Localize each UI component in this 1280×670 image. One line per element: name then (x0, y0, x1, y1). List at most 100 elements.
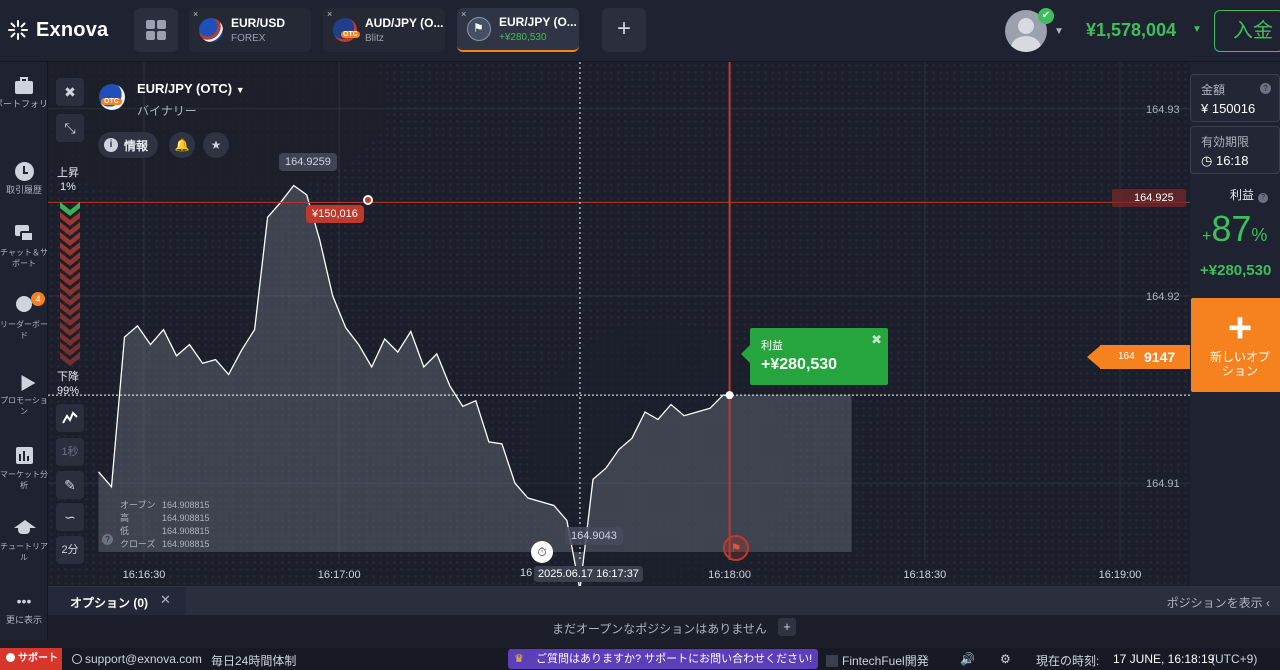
add-position-button[interactable]: + (778, 618, 796, 636)
chart-type-button[interactable] (56, 404, 84, 432)
expiry-field[interactable]: 有効期限 ◷ 16:18 (1190, 126, 1280, 174)
timezone: (UTC+9) (1211, 652, 1258, 666)
deposit-button[interactable]: 入金 (1214, 10, 1280, 52)
tab-options[interactable]: オプション (0) ✕ (48, 587, 186, 615)
trading-chart[interactable]: 164.93 164.92 164.91 16:16:30 16:17:00 16:18:… (48, 62, 1190, 586)
amount-value[interactable]: ¥ 150016 (1201, 101, 1256, 116)
timer-icon: ⏱ (531, 541, 553, 563)
promotion-icon (13, 370, 36, 392)
support-email[interactable]: support@exnova.com (72, 652, 202, 666)
sidebar-item-history[interactable]: 取引履歴 (0, 162, 48, 196)
sidebar-item-leaderboard[interactable]: 4 リーダーボード (0, 292, 48, 341)
sidebar-item-chat[interactable]: チャット＆サポート (0, 224, 48, 269)
tab-eur-usd[interactable]: × EUR/USD FOREX (189, 8, 311, 52)
period-button[interactable]: 2分 (56, 536, 84, 564)
bell-icon[interactable]: 🔔 (169, 132, 195, 158)
support-question-banner[interactable]: ♛ ご質問はありますか? サポートにお問い合わせください! (508, 649, 818, 669)
expiry-value[interactable]: ◷ 16:18 (1201, 153, 1249, 169)
sentiment-bar-chevron (60, 352, 80, 366)
question-circle-icon (72, 654, 82, 664)
tab-close-icon[interactable]: × (193, 9, 199, 19)
x-axis-cut-label: 16 (520, 567, 533, 579)
close-icon[interactable]: ✕ (160, 592, 171, 607)
sidebar-item-promotion[interactable]: プロモーション (0, 370, 48, 417)
sentiment-down: 下降 99% (57, 370, 79, 398)
ohlc-value: 164.908815 (162, 526, 210, 536)
tab-profit: +¥280,530 (499, 32, 547, 43)
empty-positions-text: まだオープンなポジションはありません (552, 622, 767, 636)
info-button[interactable]: i 情報 (98, 132, 159, 158)
collapse-icon[interactable]: ⤡ (56, 114, 84, 142)
chevron-down-icon[interactable]: ▼ (1054, 26, 1064, 37)
help-icon[interactable]: ? (102, 534, 113, 545)
sentiment-bar-chevron (60, 282, 80, 296)
investment-tag: ¥150,016 (306, 205, 364, 223)
show-positions-link[interactable]: ポジションを表示 ‹ (1167, 594, 1270, 611)
support-icon (6, 653, 15, 662)
sentiment-bar-chevron (60, 332, 80, 346)
new-option-button[interactable]: + 新しいオプション (1191, 298, 1280, 392)
line-chart-icon (62, 411, 78, 424)
aud-jpy-otc-flag-icon: OTC (333, 18, 360, 42)
sidebar-item-label: チュートリアル (0, 542, 48, 562)
chat-icon (13, 224, 35, 244)
entry-point-icon (363, 195, 373, 205)
low-price-tag: 164.9043 (565, 527, 623, 545)
asset-type: バイナリー (137, 104, 197, 118)
account-balance[interactable]: ¥1,578,004 (1086, 20, 1177, 40)
sidebar-item-more[interactable]: ••• 更に表示 (0, 592, 48, 626)
portfolio-icon (13, 76, 35, 96)
exnova-logo-icon (8, 20, 28, 40)
pencil-icon[interactable]: ✎ (56, 471, 84, 499)
sidebar-item-label: 更に表示 (5, 615, 42, 625)
sidebar-item-label: リーダーボード (0, 320, 48, 340)
options-tab-label: オプション (0) (70, 596, 149, 610)
tab-subtitle: Blitz (365, 33, 384, 44)
settings-gear-icon[interactable]: ⚙ (1000, 652, 1011, 666)
asset-selector[interactable]: EUR/JPY (OTC) ▼ (137, 81, 245, 96)
timeframe-button[interactable]: 1秒 (56, 438, 84, 466)
support-label: サポート (18, 653, 58, 664)
ohlc-label: クローズ (120, 539, 156, 549)
developer-credit-text: FintechFuel開発 (842, 654, 929, 668)
close-icon[interactable]: ✖ (871, 332, 882, 347)
strike-price: 164.925 (1134, 192, 1174, 204)
all-assets-button[interactable] (134, 8, 178, 52)
sentiment-bar-chevron (60, 262, 80, 276)
crown-icon: ♛ (514, 653, 524, 665)
tab-close-icon[interactable]: × (461, 9, 467, 19)
sentiment-bar-chevron (60, 322, 80, 336)
add-tab-button[interactable]: + (602, 8, 646, 52)
sidebar-item-market-analysis[interactable]: マーケット分析 (0, 446, 48, 491)
brand-logo[interactable]: Exnova (6, 18, 108, 42)
chevron-down-icon[interactable]: ▼ (1192, 24, 1202, 35)
sentiment-down-pct: 99% (57, 385, 80, 397)
sentiment-down-label: 下降 (57, 371, 80, 383)
tab-eur-jpy-otc[interactable]: × ⚑ EUR/JPY (O... +¥280,530 (457, 8, 579, 52)
star-icon[interactable]: ★ (203, 132, 229, 158)
tab-aud-jpy[interactable]: × OTC AUD/JPY (O... Blitz (323, 8, 445, 52)
y-axis-tick-label: 164.92 (1146, 291, 1180, 303)
indicator-icon[interactable]: ∽ (56, 503, 84, 531)
leaderboard-icon: 4 (13, 292, 45, 316)
volume-icon[interactable]: 🔊 (960, 652, 975, 666)
sidebar-item-label: マーケット分析 (0, 470, 48, 490)
profit-popup-value: +¥280,530 (761, 356, 838, 373)
checkered-flag-icon: ⚑ (467, 17, 491, 41)
profit-percent: +87% (1202, 208, 1267, 250)
sidebar-item-portfolio[interactable]: ポートフォリオ (0, 76, 48, 110)
verified-check-icon: ✔ (1038, 8, 1054, 24)
help-icon[interactable]: ? (1260, 83, 1271, 94)
close-chart-button[interactable]: ✖ (56, 78, 84, 106)
amount-field[interactable]: 金額 ? ¥ 150016 (1190, 74, 1280, 122)
sidebar-item-tutorial[interactable]: チュートリアル (0, 518, 48, 563)
tab-close-icon[interactable]: × (327, 9, 333, 19)
y-axis-tick-label: 164.91 (1146, 478, 1180, 490)
profit-amount: +¥280,530 (1200, 262, 1272, 279)
info-icon: i (104, 138, 118, 152)
footer: サポート support@exnova.com 毎日24時間体制 ♛ ご質問はあ… (0, 648, 1280, 670)
sentiment-bar-chevron (60, 232, 80, 246)
support-button[interactable]: サポート (0, 648, 62, 670)
help-icon[interactable]: ? (1258, 193, 1269, 203)
options-strip: ポジションを表示 ‹ (186, 587, 1280, 615)
